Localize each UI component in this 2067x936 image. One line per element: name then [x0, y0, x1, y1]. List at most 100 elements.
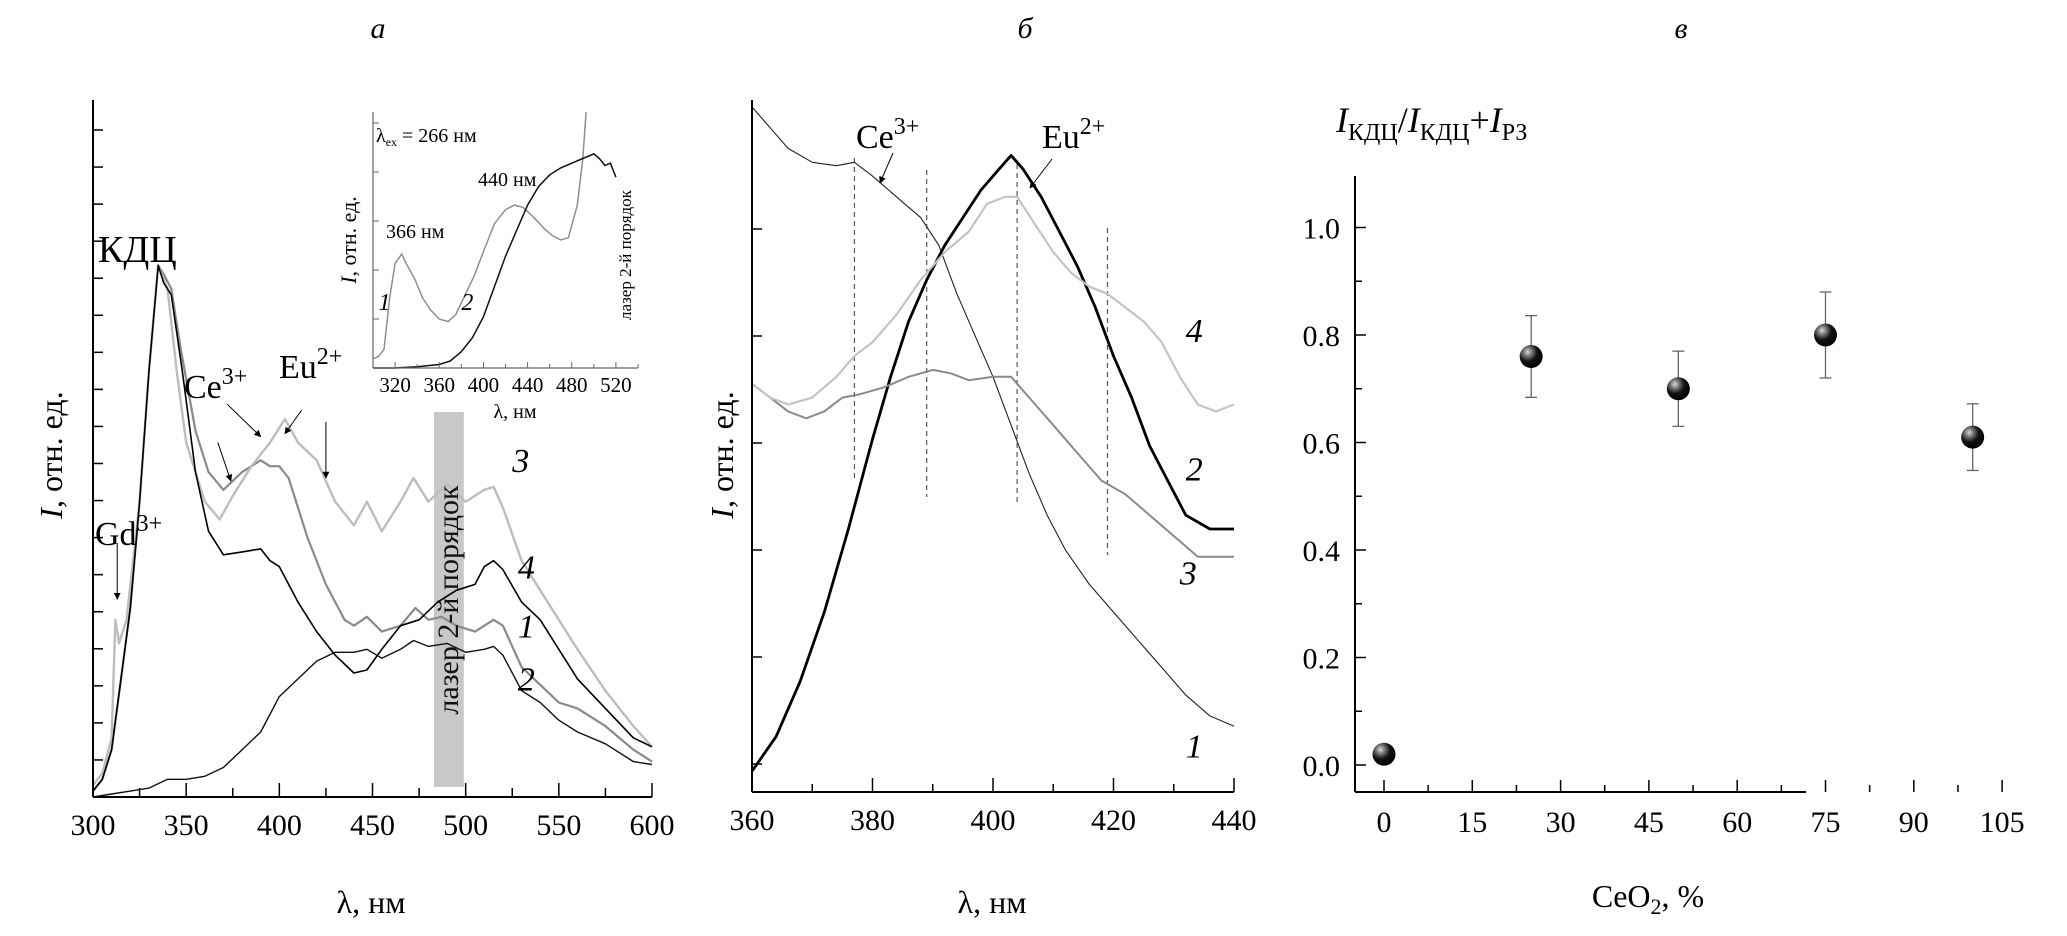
inset-x-tick-label: 520 — [600, 373, 632, 397]
eu-text-b: Eu — [1042, 119, 1080, 156]
eu-arrow-1 — [284, 409, 303, 435]
panel-c-title: IКДЦ/IКДЦ+IРЗ — [1335, 100, 1527, 146]
panel-label-b: б — [1017, 12, 1033, 45]
x-tick-label: 400 — [257, 809, 302, 842]
gd-annotation: Gd3+ — [95, 511, 162, 553]
inset-lambda: λ — [376, 125, 386, 147]
x-tick-label-b: 380 — [850, 804, 895, 837]
x-tick-label: 450 — [350, 809, 395, 842]
x-tick-label-c: 105 — [1980, 806, 2025, 839]
x-tick-label-b: 400 — [971, 804, 1016, 837]
x-tick-label: 300 — [71, 809, 116, 842]
inset-x-label: λ, нм — [493, 401, 536, 423]
ce-sup-b: 3+ — [894, 114, 920, 140]
x-tick-label: 550 — [536, 809, 581, 842]
data-point-0 — [1372, 742, 1396, 766]
series-4-line — [92, 264, 653, 792]
series-label-3: 3 — [511, 443, 529, 480]
kdc-annotation: КДЦ — [98, 229, 177, 271]
ce-annotation-b: Ce3+ — [856, 114, 919, 156]
ce-text-a: Ce — [184, 369, 222, 406]
ce-annotation-a: Ce3+ — [184, 364, 247, 406]
inset-y-label: I, отн. ед. — [336, 196, 361, 285]
x-tick-label-b: 440 — [1212, 804, 1257, 837]
inset-curves — [372, 111, 617, 369]
eu-annotation-a: Eu2+ — [279, 344, 342, 386]
data-point-2 — [1666, 350, 1690, 428]
inset-laser-label: лазер 2-й порядок — [616, 189, 635, 320]
title-i1: I — [1335, 100, 1350, 140]
panel-a-series-labels: 3 4 1 2 — [511, 443, 535, 699]
point-marker — [1666, 377, 1690, 401]
series-label-1: 1 — [518, 609, 535, 646]
inset-x-tick-label: 360 — [424, 373, 456, 397]
ce-text-b: Ce — [856, 119, 894, 156]
panel-label-a: а — [371, 12, 386, 45]
y-tick-label-c: 0.4 — [1303, 535, 1341, 568]
laser-band-label: лазер 2-й порядок — [432, 485, 465, 715]
panel-a-ticks: 300 350 400 450 500 550 600 — [71, 129, 675, 842]
ce-arrow-2 — [226, 403, 262, 438]
series-label-2: 2 — [518, 662, 535, 699]
y-tick-label-c: 0.2 — [1303, 643, 1341, 676]
title-s3: РЗ — [1502, 120, 1528, 146]
x-tick-label-b: 420 — [1091, 804, 1136, 837]
inset-series-1-line — [372, 111, 587, 360]
inset-x-tick-label: 400 — [468, 373, 500, 397]
inset-x-tick-label: 320 — [379, 373, 411, 397]
series-label-b-3: 3 — [1179, 555, 1197, 592]
series-2-line — [92, 639, 653, 798]
inset-x-tick-label: 440 — [512, 373, 544, 397]
eu-arrow-b — [1029, 158, 1053, 189]
point-marker — [1961, 425, 1985, 449]
title-slash: / — [1398, 100, 1408, 140]
y-tick-label-c: 0.6 — [1303, 428, 1341, 461]
series-1-line-b — [751, 106, 1235, 727]
x-tick-label-c: 75 — [1811, 806, 1841, 839]
x-tick-label: 500 — [443, 809, 488, 842]
x-tick-label-c: 0 — [1377, 806, 1392, 839]
x-tick-label-c: 30 — [1546, 806, 1576, 839]
point-marker — [1372, 742, 1396, 766]
panel-a-arrows — [113, 403, 330, 600]
y-tick-label-c: 1.0 — [1303, 213, 1341, 246]
panel-a: 300 350 400 450 500 550 600 λ, нм I, отн. ед. … — [33, 100, 675, 920]
x-tick-label: 350 — [164, 809, 209, 842]
x-axis-label-c: CeO2, % — [1592, 878, 1704, 919]
data-point-1 — [1519, 314, 1543, 399]
series-4-line-b — [751, 195, 1235, 413]
panel-b-curves — [750, 106, 1235, 773]
laser-band — [433, 412, 464, 787]
title-s2: КДЦ — [1420, 120, 1470, 146]
x-axis-label-a: λ, нм — [337, 884, 406, 920]
x-tick-label-c: 90 — [1899, 806, 1929, 839]
ce-sup-a: 3+ — [222, 364, 248, 390]
inset-ticks: 320 360 400 440 480 520 — [373, 122, 639, 397]
inset-peak-440: 440 нм — [478, 169, 537, 191]
eu-annotation-b: Eu2+ — [1042, 114, 1105, 156]
series-label-4: 4 — [518, 549, 535, 586]
data-point-4 — [1961, 403, 1985, 472]
eu-sup-b: 2+ — [1080, 114, 1106, 140]
xlabel-rest: , % — [1662, 878, 1705, 914]
panel-label-c: в — [1674, 12, 1687, 45]
panel-b-series-labels: 4 2 3 1 — [1179, 313, 1203, 765]
gd-text: Gd — [95, 516, 137, 553]
title-s1: КДЦ — [1348, 120, 1398, 146]
series-3-line-b — [751, 368, 1234, 558]
x-tick-label-c: 60 — [1722, 806, 1752, 839]
inset-chart: 320 360 400 440 480 520 λex = 266 нм 366 нм 4… — [336, 111, 639, 423]
inset-series-label-1: 1 — [379, 290, 391, 316]
xlabel-sub: 2 — [1651, 894, 1662, 919]
inset-series-2-line — [373, 153, 617, 369]
point-marker — [1519, 345, 1543, 368]
series-label-b-2: 2 — [1186, 452, 1203, 489]
panel-a-curves — [92, 264, 653, 798]
laser-band-rect — [433, 412, 464, 787]
data-point-3 — [1814, 291, 1837, 379]
eu-sup-a: 2+ — [317, 344, 343, 370]
y-axis-label-a: I, отн. ед. — [33, 391, 69, 519]
title-i2: I — [1407, 100, 1422, 140]
inset-lambda-sub: ex — [386, 135, 397, 149]
